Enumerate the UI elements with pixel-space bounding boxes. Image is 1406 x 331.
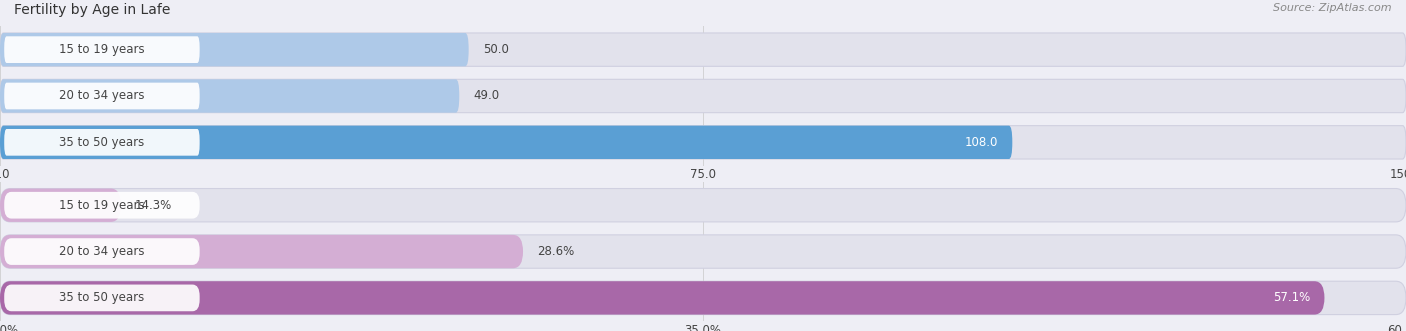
FancyBboxPatch shape [0,79,1406,113]
Text: 20 to 34 years: 20 to 34 years [59,89,145,103]
FancyBboxPatch shape [0,126,1012,159]
FancyBboxPatch shape [4,83,200,109]
Text: 15 to 19 years: 15 to 19 years [59,43,145,56]
Text: 15 to 19 years: 15 to 19 years [59,199,145,212]
Text: 50.0: 50.0 [482,43,509,56]
Text: Source: ZipAtlas.com: Source: ZipAtlas.com [1274,3,1392,13]
FancyBboxPatch shape [0,33,468,66]
FancyBboxPatch shape [4,238,200,265]
Text: 108.0: 108.0 [965,136,998,149]
Text: 28.6%: 28.6% [537,245,574,258]
FancyBboxPatch shape [0,235,1406,268]
FancyBboxPatch shape [0,189,121,222]
Text: 35 to 50 years: 35 to 50 years [59,136,145,149]
FancyBboxPatch shape [0,33,1406,66]
FancyBboxPatch shape [0,281,1406,314]
FancyBboxPatch shape [0,281,1324,314]
Text: Fertility by Age in Lafe: Fertility by Age in Lafe [14,3,170,17]
Text: 20 to 34 years: 20 to 34 years [59,245,145,258]
FancyBboxPatch shape [0,126,1406,159]
Text: 14.3%: 14.3% [135,199,172,212]
FancyBboxPatch shape [4,129,200,156]
Text: 49.0: 49.0 [474,89,499,103]
Text: 57.1%: 57.1% [1274,291,1310,305]
FancyBboxPatch shape [4,285,200,311]
FancyBboxPatch shape [0,235,523,268]
FancyBboxPatch shape [4,192,200,218]
FancyBboxPatch shape [4,36,200,63]
FancyBboxPatch shape [0,189,1406,222]
FancyBboxPatch shape [0,79,460,113]
Text: 35 to 50 years: 35 to 50 years [59,291,145,305]
